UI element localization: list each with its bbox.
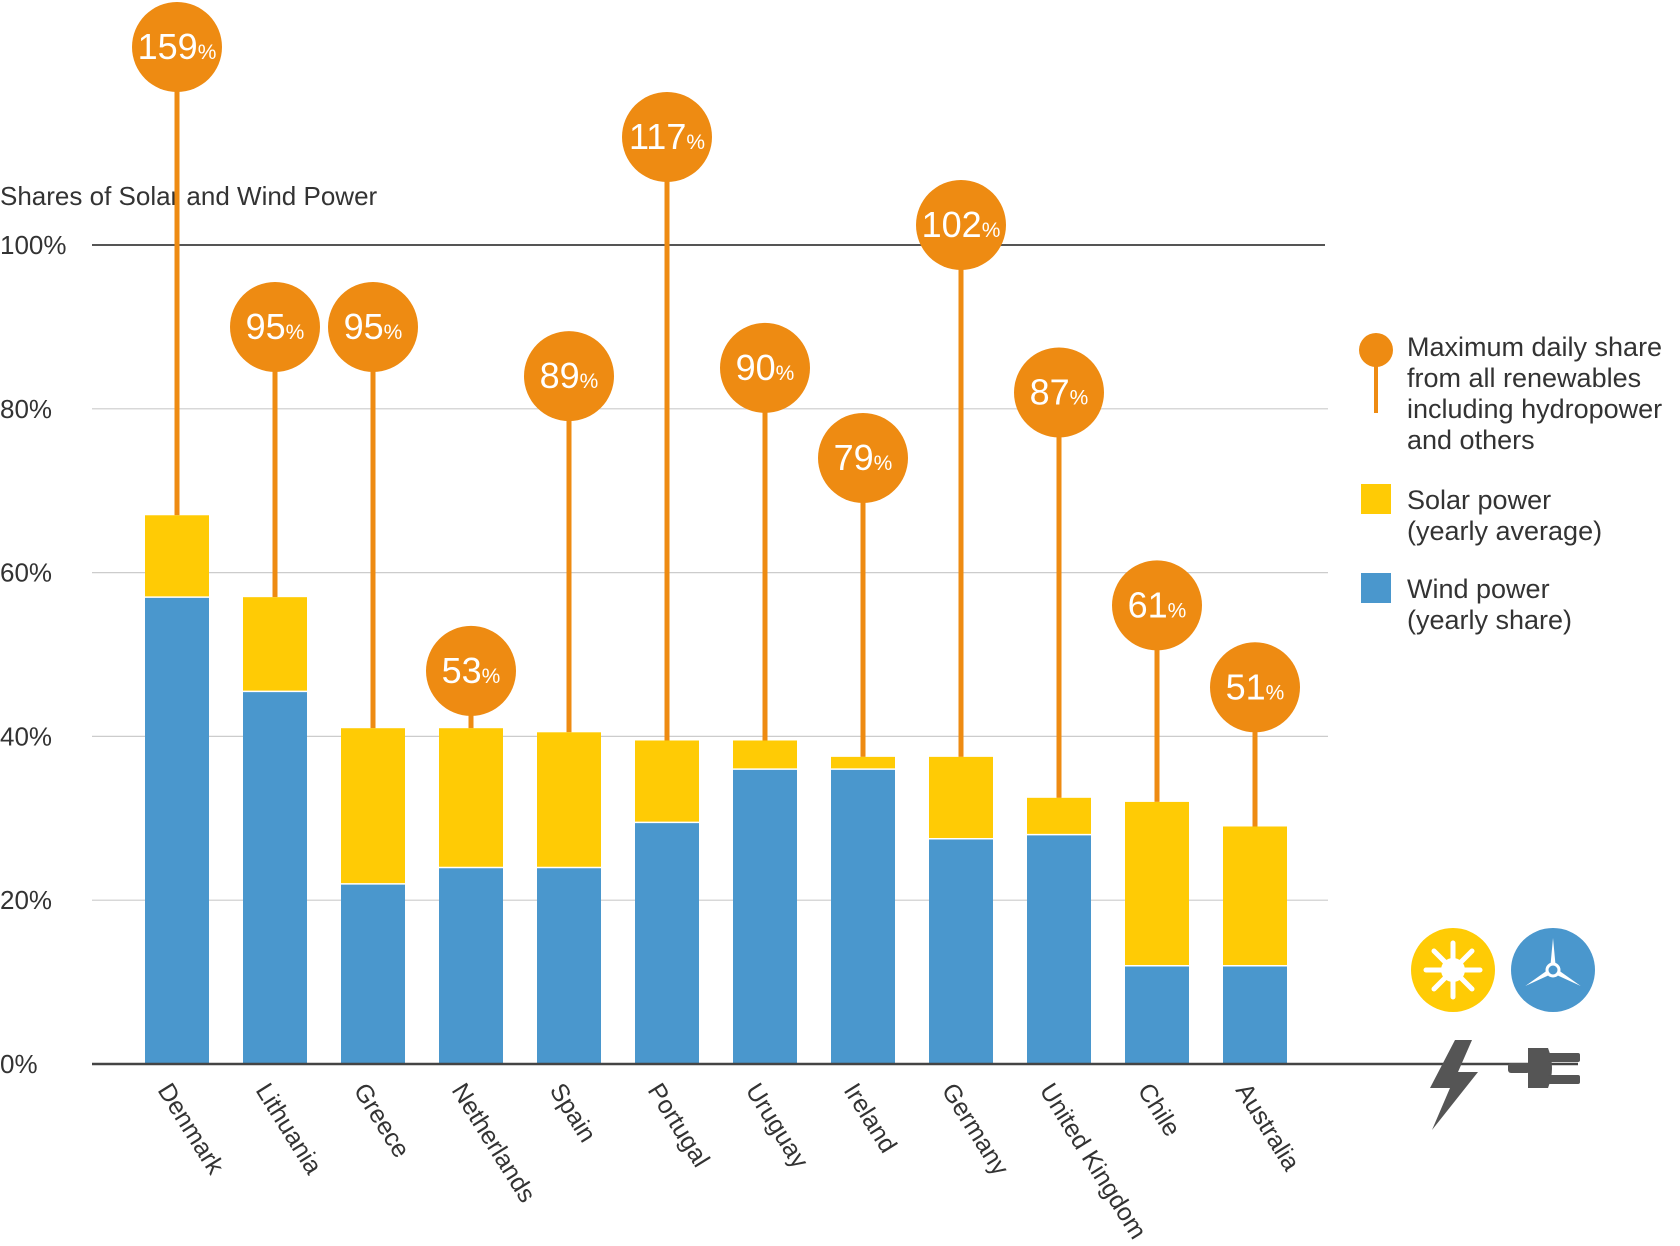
legend-text: (yearly share): [1407, 605, 1572, 635]
max-share-label: 53%: [442, 650, 501, 691]
category-label: Chile: [1132, 1078, 1186, 1141]
legend-wind-swatch: [1361, 573, 1391, 603]
solar-bar: [831, 756, 895, 770]
max-share-bubble: [1112, 560, 1202, 651]
legend-text: including hydropower: [1407, 394, 1662, 424]
wind-bar: [1027, 834, 1091, 1064]
wind-bar: [1223, 965, 1287, 1064]
category-label: Australia: [1230, 1078, 1305, 1175]
max-share-bubble: [818, 412, 908, 503]
legend-text: from all renewables: [1407, 363, 1641, 393]
max-share-bubble: [916, 180, 1006, 270]
max-share-label: 89%: [540, 355, 599, 396]
max-share-label: 102%: [922, 204, 1001, 245]
category-label: Netherlands: [446, 1078, 541, 1207]
x-axis-categories: Denmark Lithuania Greece Netherlands Spain Po…: [152, 1078, 1305, 1244]
solar-bar: [1223, 826, 1287, 966]
max-share-label: 61%: [1128, 584, 1187, 625]
category-label: Ireland: [838, 1078, 902, 1158]
wind-turbine-icon: [1511, 928, 1595, 1012]
y-axis-ticks: 0% 20% 40% 60% 80% 100%: [0, 230, 67, 1079]
solar-bar: [145, 515, 209, 598]
lightning-bolt-icon: [1430, 1040, 1478, 1130]
legend-text: Wind power: [1407, 574, 1550, 604]
category-label: Spain: [544, 1078, 602, 1147]
category-label: Germany: [936, 1078, 1014, 1180]
category-label: Portugal: [642, 1078, 715, 1172]
max-share-bubble: [720, 322, 810, 413]
category-label: Greece: [348, 1078, 415, 1162]
power-plug-icon: [1508, 1048, 1580, 1088]
max-share-label: 51%: [1226, 666, 1285, 707]
max-share-label: 159%: [138, 26, 217, 67]
y-tick-label: 100%: [0, 230, 67, 260]
solar-bar: [635, 740, 699, 823]
y-tick-label: 20%: [0, 885, 52, 915]
wind-bar: [341, 883, 405, 1064]
stacked-bars: [145, 515, 1287, 1064]
max-share-bubble: [1210, 642, 1300, 733]
legend-text: and others: [1407, 425, 1535, 455]
max-share-bubble: [132, 2, 222, 92]
max-share-bubble: [426, 625, 516, 716]
solar-bar: [1125, 801, 1189, 966]
max-share-label: 95%: [246, 306, 305, 347]
wind-bar: [929, 838, 993, 1064]
max-share-label: 95%: [344, 306, 403, 347]
max-share-bubble: [622, 92, 712, 182]
wind-bar: [1125, 965, 1189, 1064]
category-label: Uruguay: [740, 1078, 814, 1173]
solar-bar: [537, 732, 601, 868]
max-share-label: 79%: [834, 437, 893, 478]
max-share-label: 117%: [629, 116, 705, 157]
legend-text: (yearly average): [1407, 516, 1602, 546]
y-tick-label: 80%: [0, 394, 52, 424]
max-share-bubble: [1014, 347, 1104, 438]
category-label: Denmark: [152, 1078, 230, 1179]
wind-bar: [145, 597, 209, 1064]
solar-bar: [733, 740, 797, 770]
wind-bar: [733, 769, 797, 1064]
solar-bar: [243, 597, 307, 692]
solar-bar: [439, 728, 503, 868]
legend-text: Maximum daily share: [1407, 332, 1662, 362]
wind-bar: [243, 691, 307, 1064]
sun-icon: [1411, 928, 1495, 1012]
max-share-label: 87%: [1030, 371, 1089, 412]
wind-bar: [537, 867, 601, 1064]
legend-solar-swatch: [1361, 484, 1391, 514]
legend-text: Solar power: [1407, 485, 1551, 515]
wind-bar: [831, 769, 895, 1064]
solar-bar: [929, 756, 993, 839]
max-share-bubbles: 159% 95% 95% 53% 89% 117% 90% 79% 102% 87% 61% 51%: [132, 2, 1300, 733]
legend-pin-icon: [1359, 333, 1393, 367]
y-tick-label: 0%: [0, 1049, 38, 1079]
solar-bar: [1027, 797, 1091, 835]
y-tick-label: 60%: [0, 558, 52, 588]
category-label: United Kingdom: [1034, 1078, 1152, 1244]
y-tick-label: 40%: [0, 721, 52, 751]
solar-bar: [341, 728, 405, 884]
max-share-bubble: [328, 281, 418, 372]
max-share-stems: [174, 47, 1258, 827]
y-axis-label: Shares of Solar and Wind Power: [0, 181, 378, 211]
wind-bar: [439, 867, 503, 1064]
max-share-label: 90%: [736, 347, 795, 388]
wind-bar: [635, 822, 699, 1064]
category-label: Lithuania: [250, 1078, 328, 1179]
max-share-bubble: [230, 281, 320, 372]
max-share-bubble: [524, 331, 614, 422]
